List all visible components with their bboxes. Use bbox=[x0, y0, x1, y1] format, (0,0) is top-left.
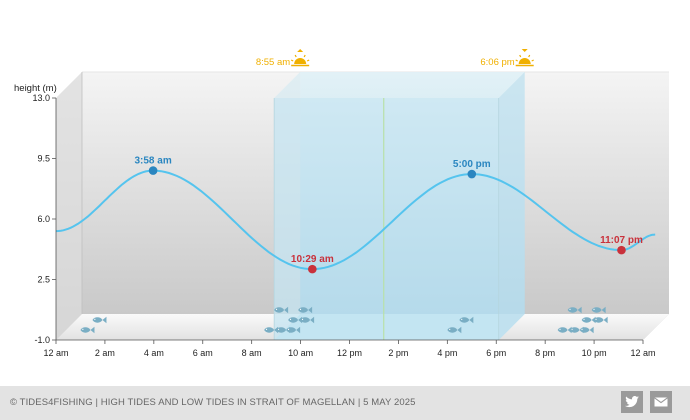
tide-chart: 3:58 am 10:29 am 5:00 pm 11:07 pm 8:55 am 6:0… bbox=[14, 49, 669, 358]
twitter-icon bbox=[625, 396, 639, 408]
x-tick-label: 4 am bbox=[144, 348, 164, 358]
daylight-front bbox=[274, 98, 499, 340]
footer-bar: © TIDES4FISHING | HIGH TIDES AND LOW TID… bbox=[0, 386, 690, 420]
chart-left-wall bbox=[56, 72, 82, 340]
low-tide-label: 11:07 pm bbox=[600, 235, 643, 246]
y-tick-label: -1.0 bbox=[34, 335, 50, 345]
x-tick-label: 8 pm bbox=[535, 348, 555, 358]
x-tick-label: 8 am bbox=[242, 348, 262, 358]
y-tick-label: 9.5 bbox=[37, 154, 50, 164]
x-axis: 12 am 2 am 4 am 6 am 8 am 10 am 12 pm 2 pm 4 pm 6… bbox=[43, 339, 656, 358]
y-axis-title: height (m) bbox=[14, 83, 57, 94]
sunset-icon bbox=[515, 49, 534, 67]
daylight-left-side bbox=[274, 72, 301, 340]
high-tide-point bbox=[148, 166, 158, 175]
tide-curve bbox=[55, 169, 656, 271]
y-axis: 13.0 9.5 6.0 2.5 -1.0 bbox=[32, 93, 57, 345]
high-tide-label: 5:00 pm bbox=[453, 159, 491, 170]
x-tick-label: 6 pm bbox=[486, 348, 506, 358]
low-tide-label: 10:29 am bbox=[291, 254, 334, 265]
low-tide-point bbox=[617, 245, 626, 255]
x-tick-label: 12 am bbox=[630, 348, 655, 358]
x-tick-label: 10 pm bbox=[582, 348, 607, 358]
chart-scene: 3:58 am 10:29 am 5:00 pm 11:07 pm 8:55 am 6:0… bbox=[55, 49, 669, 340]
x-tick-label: 2 am bbox=[95, 348, 115, 358]
y-tick-label: 13.0 bbox=[32, 93, 50, 103]
high-tide-point bbox=[467, 169, 477, 179]
x-tick-label: 12 pm bbox=[337, 348, 362, 358]
high-tide-label: 3:58 am bbox=[134, 156, 171, 167]
daylight-right-side bbox=[498, 72, 525, 340]
low-tide-point bbox=[308, 264, 317, 274]
x-tick-label: 6 am bbox=[193, 348, 213, 358]
sunrise-icon bbox=[290, 49, 310, 67]
x-tick-label: 4 pm bbox=[437, 348, 457, 358]
sunset-time-label: 6:06 pm bbox=[480, 57, 514, 68]
x-tick-label: 12 am bbox=[43, 348, 68, 358]
email-share-button[interactable] bbox=[650, 391, 672, 413]
sunrise-time-label: 8:55 am bbox=[256, 57, 290, 68]
footer-text: © TIDES4FISHING | HIGH TIDES AND LOW TID… bbox=[10, 397, 416, 408]
daylight-back bbox=[300, 72, 525, 314]
y-tick-label: 6.0 bbox=[37, 214, 50, 224]
mail-icon bbox=[654, 397, 668, 407]
x-tick-label: 10 am bbox=[288, 348, 313, 358]
twitter-share-button[interactable] bbox=[621, 391, 643, 413]
y-tick-label: 2.5 bbox=[37, 275, 50, 285]
x-tick-label: 2 pm bbox=[388, 348, 408, 358]
